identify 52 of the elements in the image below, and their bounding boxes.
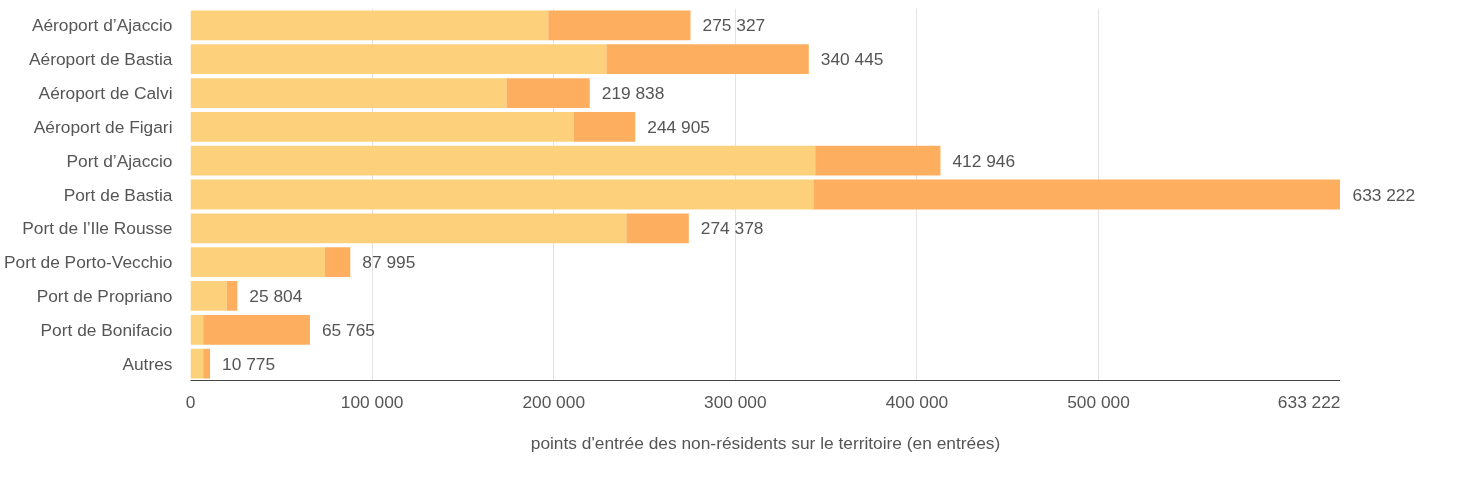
- bar: [606, 44, 809, 75]
- bar: [324, 247, 351, 278]
- x-tick-label: 100 000: [340, 391, 404, 412]
- y-tick-label: Aéroport de Calvi: [38, 83, 173, 104]
- x-tick-label: 500 000: [1067, 391, 1130, 412]
- y-tick-label: Autres: [122, 353, 173, 374]
- total-label: 65 765: [321, 319, 375, 340]
- bar: [203, 348, 211, 379]
- bar: [626, 213, 689, 244]
- total-label: 87 995: [362, 252, 416, 273]
- bar: [203, 314, 310, 345]
- total-label: 633 222: [1352, 184, 1416, 205]
- bar: [190, 111, 574, 142]
- total-label: 274 378: [700, 218, 764, 239]
- x-axis-title: points d'entrée des non-résidents sur le territoire (en entrées): [530, 432, 1001, 453]
- bar: [190, 179, 814, 210]
- y-tick-label: Aéroport de Figari: [33, 116, 173, 137]
- y-tick-label: Port de l’Ile Rousse: [22, 218, 173, 239]
- bar: [190, 281, 227, 311]
- y-tick-label: Port d’Ajaccio: [66, 150, 173, 171]
- total-label: 10 775: [222, 353, 276, 374]
- bar: [813, 179, 1340, 210]
- bar: [190, 348, 204, 379]
- total-label: 275 327: [702, 15, 766, 36]
- total-label: 340 445: [820, 49, 884, 70]
- total-label: 219 838: [601, 83, 665, 104]
- y-tick-label: Aéroport de Bastia: [28, 49, 173, 70]
- x-tick-label: 200 000: [522, 391, 586, 412]
- bar: [190, 78, 507, 108]
- y-tick-label: Port de Porto-Vecchio: [3, 252, 173, 273]
- total-label: 412 946: [952, 150, 1016, 171]
- y-tick-label: Aéroport d’Ajaccio: [31, 15, 173, 36]
- x-tick-label: 400 000: [885, 391, 949, 412]
- y-tick-label: Port de Bonifacio: [40, 319, 173, 340]
- bar: [190, 247, 325, 278]
- bar: [815, 145, 941, 176]
- y-tick-label: Port de Bastia: [63, 184, 173, 205]
- bar: [190, 10, 549, 41]
- x-tick-label: 0: [185, 391, 196, 412]
- bar: [190, 145, 816, 176]
- bar: [190, 314, 204, 345]
- total-label: 25 804: [249, 285, 303, 306]
- bar: [190, 213, 627, 244]
- x-tick-label: 633 222: [1277, 391, 1341, 412]
- y-tick-label: Port de Propriano: [36, 285, 173, 306]
- total-label: 244 905: [647, 116, 710, 137]
- bar: [226, 281, 238, 311]
- bar: [190, 44, 607, 75]
- x-tick-label: 300 000: [704, 391, 767, 412]
- bar: [506, 78, 590, 108]
- bar: [573, 111, 636, 142]
- bar: [548, 10, 691, 41]
